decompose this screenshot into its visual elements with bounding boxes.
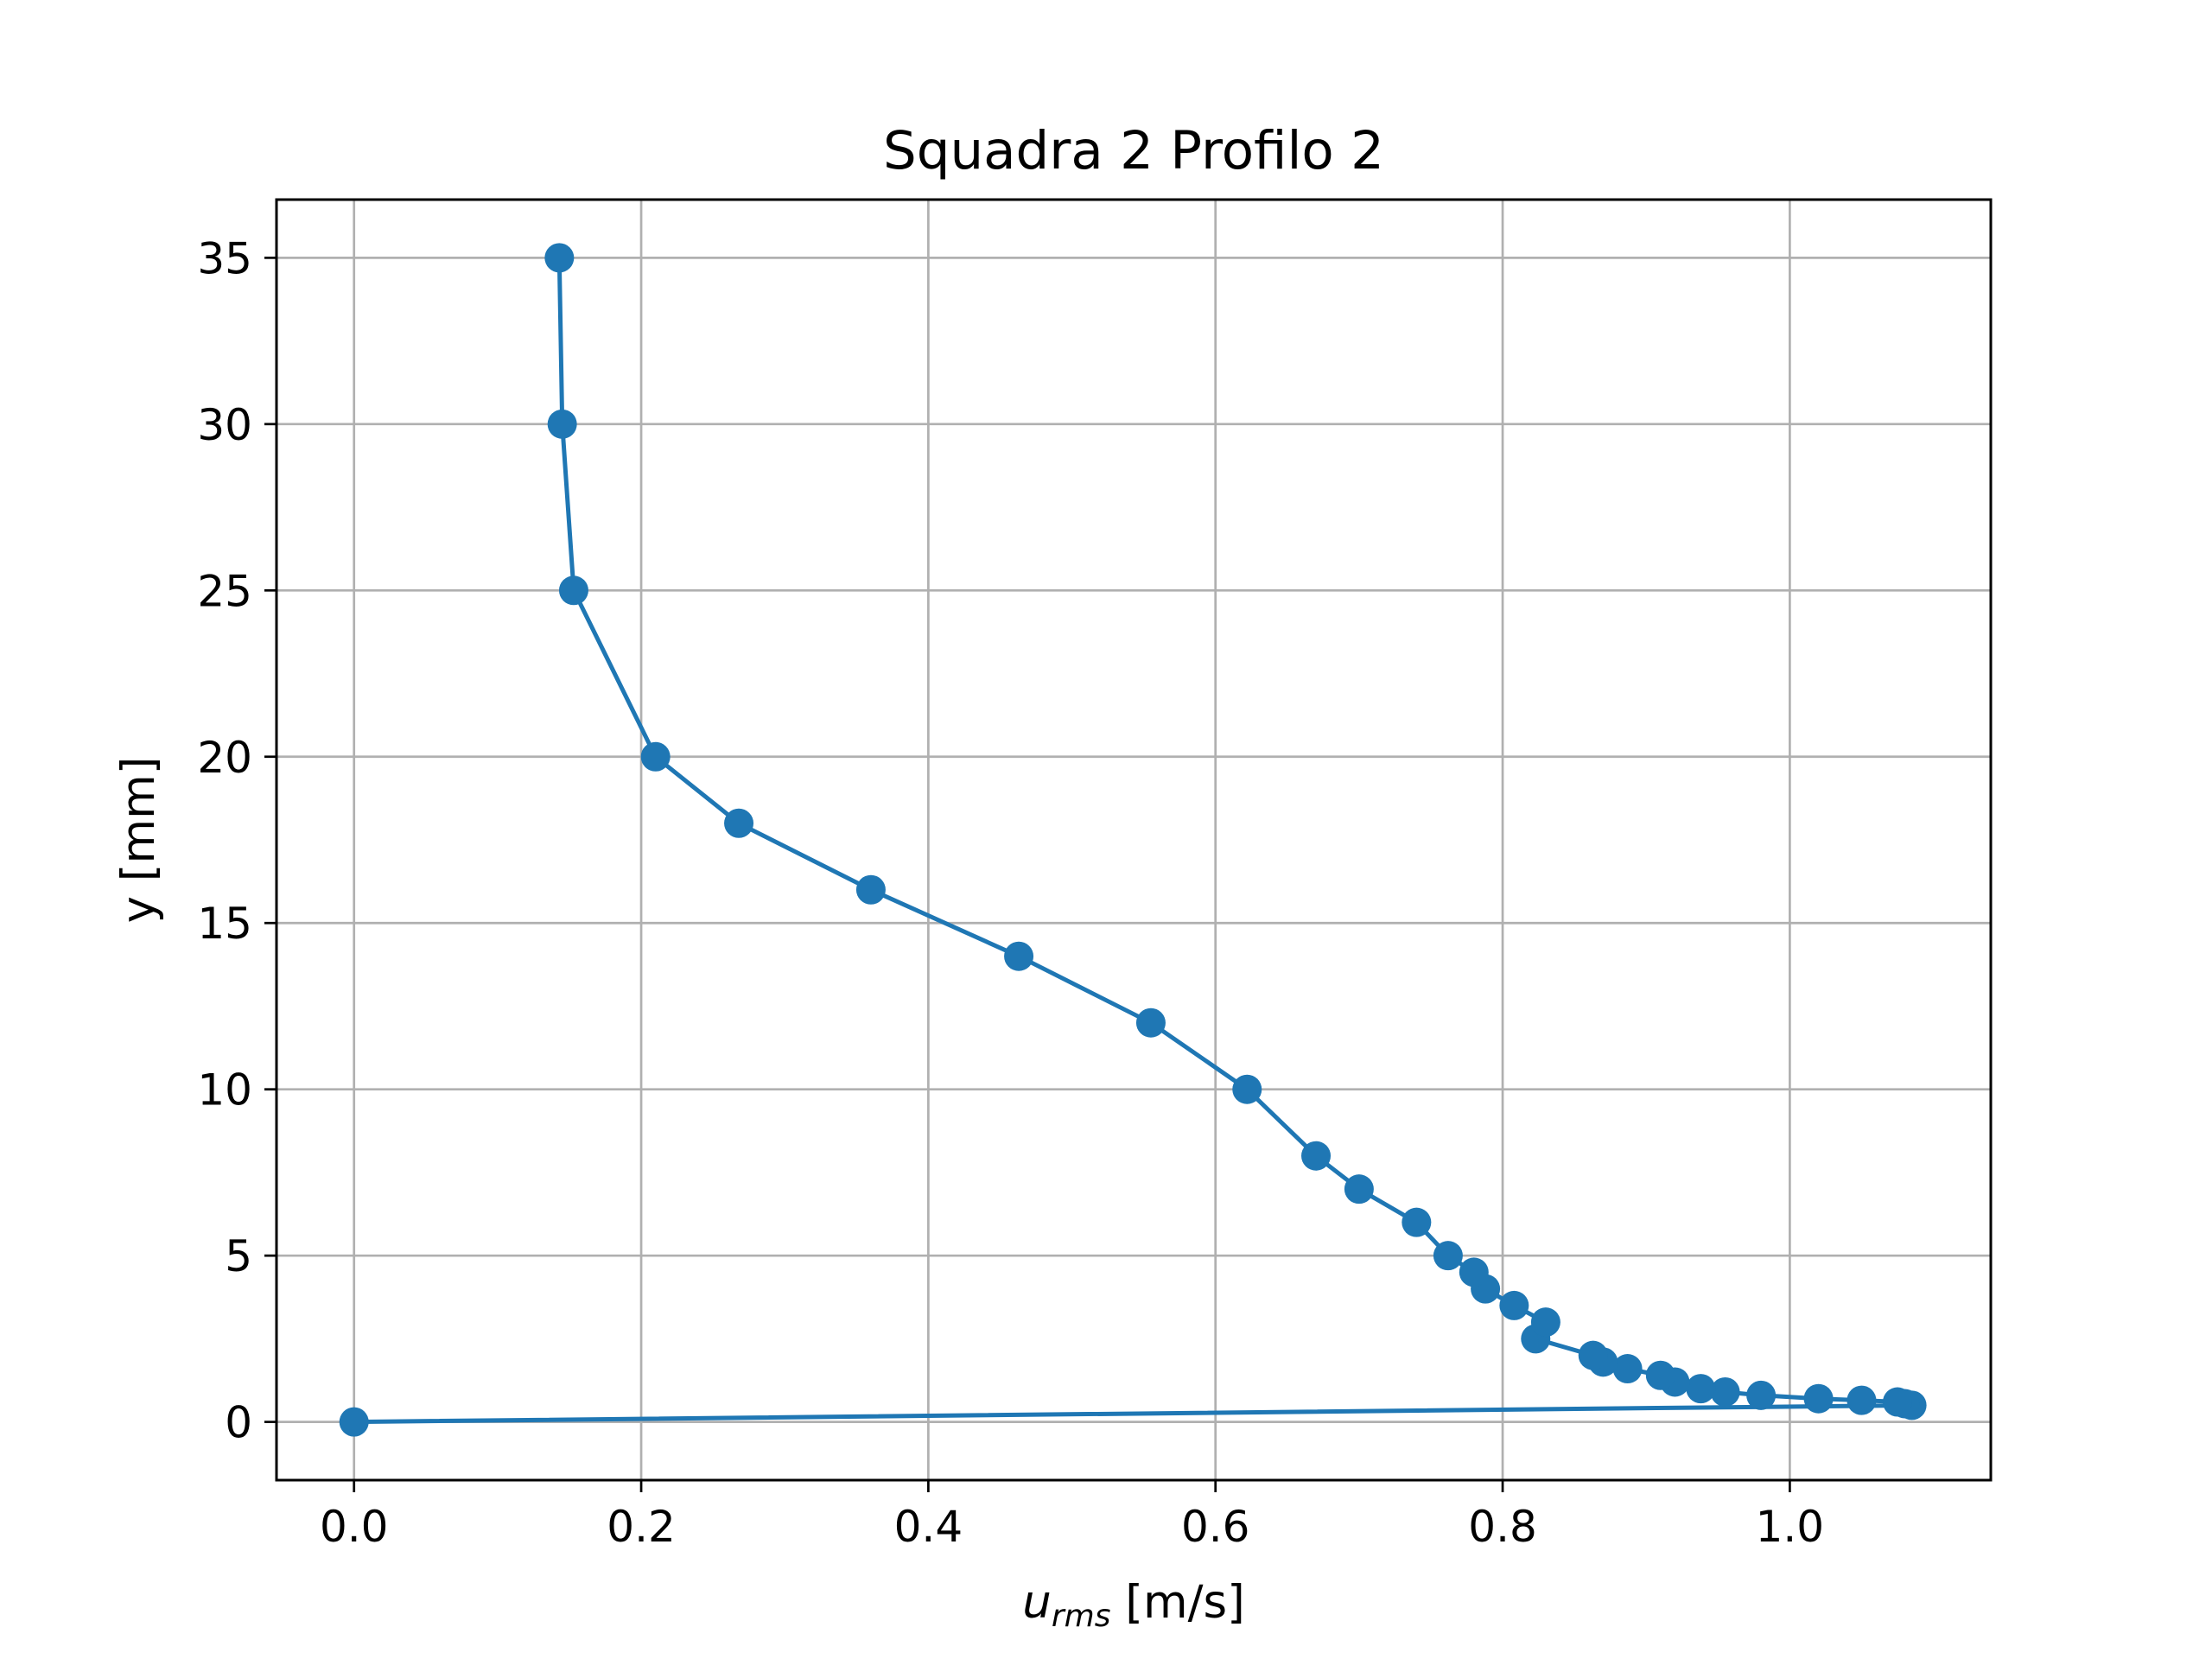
y-axis-label: y [mm] [112,757,165,924]
data-point [544,243,575,273]
y-tick-label: 25 [197,566,252,616]
data-point [855,874,886,905]
y-tick-label: 30 [197,400,252,450]
y-tick-label: 10 [197,1065,252,1116]
data-point [1232,1074,1262,1104]
data-point [1402,1207,1432,1237]
data-point [1499,1290,1529,1320]
data-point [1344,1174,1374,1205]
data-point [1578,1340,1608,1370]
x-axis-label-variable: u [1022,1576,1052,1629]
data-point [1459,1257,1489,1287]
data-point [1530,1307,1560,1338]
data-series [339,243,1927,1437]
x-axis-label-subscript: rms [1052,1599,1111,1634]
x-tick-label: 0.2 [607,1502,676,1552]
y-tick-label: 5 [225,1231,252,1281]
data-point [1004,941,1034,971]
data-point [1746,1380,1777,1410]
data-point [1710,1376,1740,1407]
data-point [1686,1374,1716,1404]
data-point [1645,1360,1675,1390]
axis-ticks: 0.0 0.2 0.4 0.6 0.8 1.0 0 5 10 15 20 25 30 35 [197,233,1824,1552]
data-point [1433,1241,1463,1271]
data-point [1882,1387,1912,1417]
x-tick-label: 0.6 [1181,1502,1250,1552]
data-point [547,409,577,439]
data-point [339,1407,369,1437]
data-point [1301,1141,1332,1171]
x-tick-label: 0.8 [1468,1502,1537,1552]
y-tick-label: 20 [197,733,252,783]
x-tick-label: 0.0 [320,1502,389,1552]
x-tick-label: 0.4 [894,1502,963,1552]
plot-frame [275,198,1993,1482]
y-tick-label: 0 [225,1398,252,1448]
data-point [1135,1007,1166,1038]
data-point [558,575,588,606]
y-tick-label: 35 [197,233,252,283]
data-point [1847,1385,1877,1415]
data-point [724,808,754,838]
chart-title: Squadra 2 Profilo 2 [883,120,1384,181]
x-tick-label: 1.0 [1756,1502,1825,1552]
data-point [1803,1383,1834,1414]
y-tick-label: 15 [197,899,252,949]
data-point [1612,1354,1643,1384]
x-axis-label-unit: [m/s] [1110,1576,1244,1629]
x-axis-label: urms [m/s] [1022,1576,1245,1634]
data-point [640,741,671,772]
